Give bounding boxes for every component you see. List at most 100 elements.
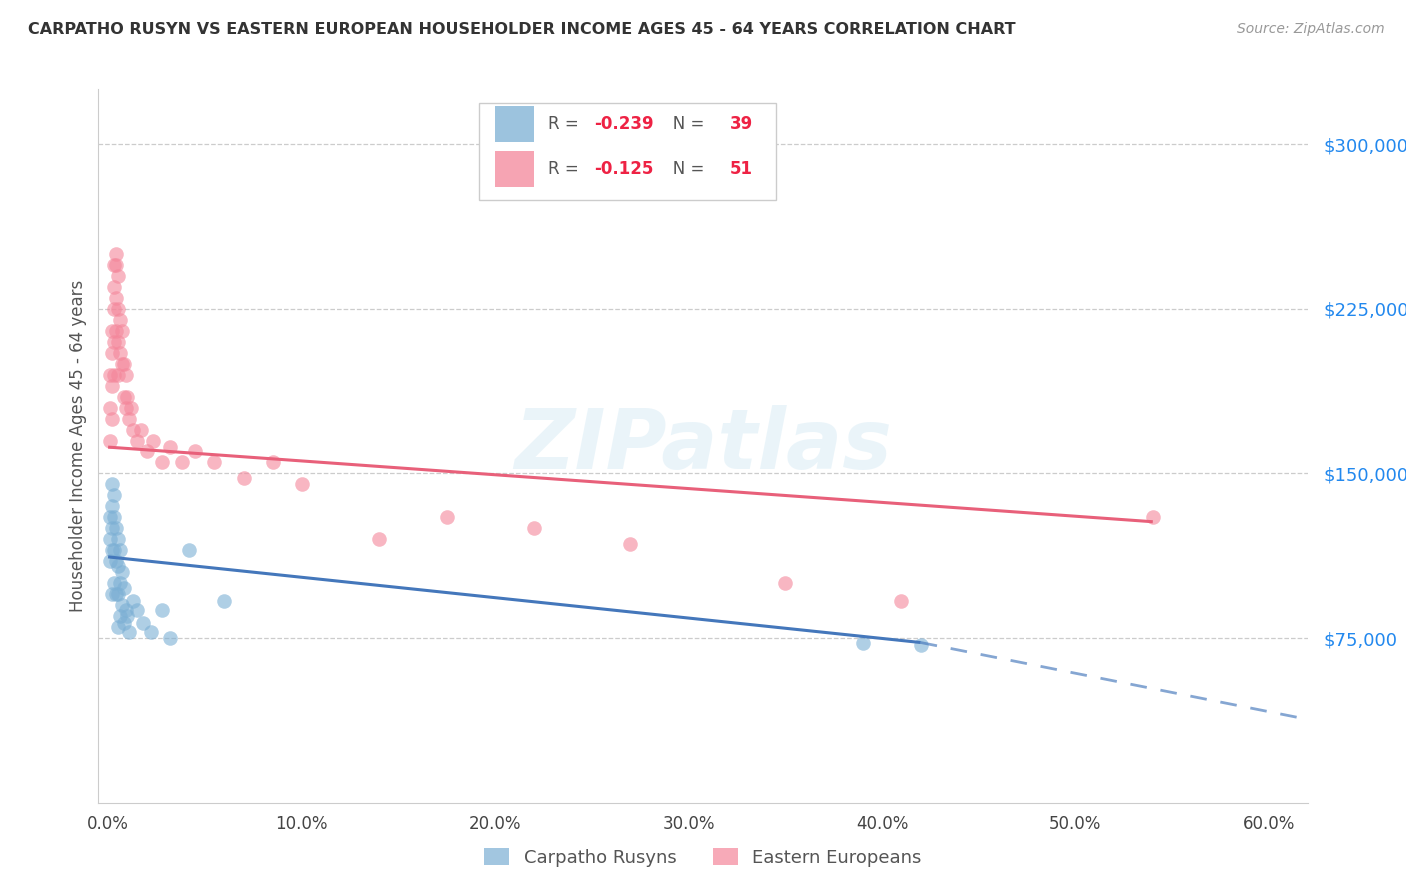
Point [127,602,149,616]
Point [103,488,125,502]
Point [104,324,127,338]
Point [107,368,129,382]
Point [159,631,181,645]
Point [108,312,131,326]
Point [170,455,193,469]
Point [98,434,121,448]
Point [107,558,129,573]
Point [103,576,125,591]
Point [101,411,124,425]
Point [104,247,127,261]
Point [910,638,932,652]
Point [111,324,134,338]
Text: Source: ZipAtlas.com: Source: ZipAtlas.com [1237,22,1385,37]
Point [103,510,125,524]
Point [150,602,173,616]
FancyBboxPatch shape [479,103,776,200]
Point [117,609,139,624]
Point [117,390,139,404]
Point [112,390,135,404]
Point [98,368,121,382]
Point [111,598,134,612]
Point [107,533,129,547]
Point [179,543,201,558]
Point [127,434,149,448]
Point [1142,510,1164,524]
Text: N =: N = [657,115,710,133]
Point [104,521,127,535]
Point [212,594,235,608]
Point [773,576,796,591]
Point [101,345,124,359]
Point [101,587,124,601]
Text: -0.239: -0.239 [595,115,654,133]
Text: R =: R = [548,115,585,133]
Point [107,334,129,349]
Point [262,455,284,469]
Text: CARPATHO RUSYN VS EASTERN EUROPEAN HOUSEHOLDER INCOME AGES 45 - 64 YEARS CORRELA: CARPATHO RUSYN VS EASTERN EUROPEAN HOUSE… [28,22,1015,37]
Legend: Carpatho Rusyns, Eastern Europeans: Carpatho Rusyns, Eastern Europeans [475,839,931,876]
Point [107,620,129,634]
Text: R =: R = [548,161,585,178]
Y-axis label: Householder Income Ages 45 - 64 years: Householder Income Ages 45 - 64 years [69,280,87,612]
Point [135,444,157,458]
Text: 51: 51 [730,161,752,178]
Point [112,615,135,630]
Point [114,401,136,415]
Point [103,280,125,294]
Point [204,455,226,469]
Point [103,301,125,316]
FancyBboxPatch shape [495,152,534,187]
Point [142,434,165,448]
Point [101,378,124,392]
Point [132,615,155,630]
Point [103,543,125,558]
Point [101,324,124,338]
Point [852,635,875,649]
Point [101,500,124,514]
Point [101,521,124,535]
Point [107,587,129,601]
Point [368,533,391,547]
Point [103,334,125,349]
Point [890,594,912,608]
Point [104,258,127,272]
FancyBboxPatch shape [495,106,534,142]
Point [436,510,458,524]
Point [111,566,134,580]
Point [122,423,145,437]
Point [103,258,125,272]
Point [98,510,121,524]
Point [118,411,141,425]
Point [159,440,181,454]
Point [111,357,134,371]
Point [114,602,136,616]
Point [150,455,173,469]
Point [98,401,121,415]
Point [114,368,136,382]
Point [118,624,141,639]
Point [129,423,152,437]
Point [120,401,142,415]
Point [104,291,127,305]
Point [112,357,135,371]
Point [523,521,546,535]
Point [112,581,135,595]
Point [103,368,125,382]
Point [107,301,129,316]
Point [184,444,207,458]
Point [290,477,312,491]
Point [139,624,162,639]
Point [104,554,127,568]
Point [98,554,121,568]
Point [108,345,131,359]
Point [108,609,131,624]
Text: N =: N = [657,161,710,178]
Point [232,471,254,485]
Point [619,537,641,551]
Text: ZIPatlas: ZIPatlas [515,406,891,486]
Text: 39: 39 [730,115,752,133]
Point [104,587,127,601]
Point [98,533,121,547]
Point [101,543,124,558]
